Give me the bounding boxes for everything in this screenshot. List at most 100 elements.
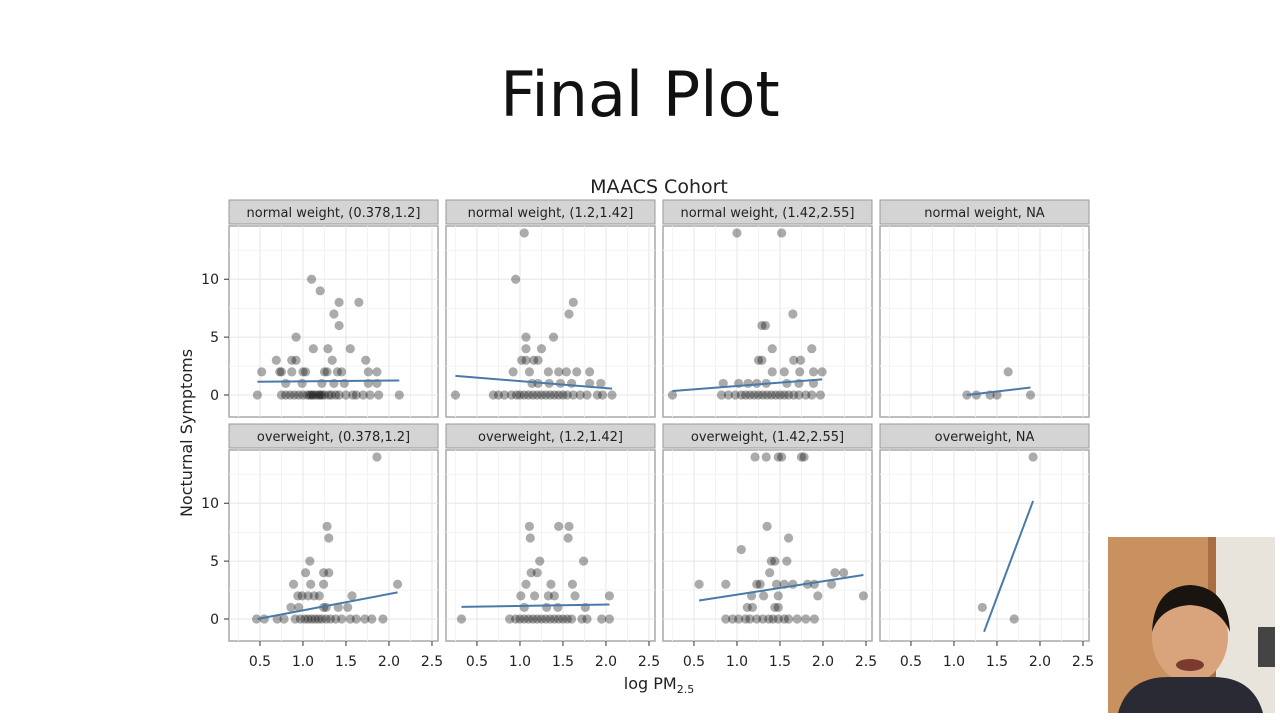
regression-line	[257, 379, 400, 383]
data-point	[276, 367, 287, 377]
data-point	[337, 614, 347, 624]
data-point	[801, 614, 811, 624]
data-point	[813, 591, 823, 601]
data-point	[257, 367, 267, 377]
facet-panel: overweight, (1.2,1.42] 0.5 1.0 1.5 2.0 2.5	[445, 423, 660, 670]
x-tick-label: 1.0	[943, 654, 965, 670]
data-point	[322, 367, 332, 377]
data-point	[558, 614, 568, 624]
facet-strip	[228, 199, 439, 225]
data-point	[554, 390, 564, 400]
data-point	[519, 614, 529, 624]
data-point	[315, 286, 325, 296]
data-point	[764, 614, 774, 624]
data-point	[354, 297, 364, 307]
data-point	[308, 390, 318, 400]
data-point	[302, 390, 312, 400]
x-tick-label: 2.0	[378, 654, 400, 670]
data-point	[252, 390, 262, 400]
panel-background	[662, 449, 873, 642]
data-point	[773, 591, 783, 601]
data-point	[766, 390, 776, 400]
data-point	[372, 367, 382, 377]
data-point	[579, 556, 589, 566]
x-tick-label: 0.5	[249, 654, 271, 670]
data-point	[567, 579, 578, 589]
data-point	[561, 367, 572, 377]
data-point	[562, 390, 572, 400]
panel-background	[445, 225, 656, 418]
facet-strip	[879, 199, 1090, 225]
data-point	[801, 390, 811, 400]
data-point	[293, 591, 303, 601]
data-point	[286, 602, 296, 613]
panel-background	[228, 225, 439, 418]
slide-title: Final Plot	[500, 58, 780, 131]
data-point	[294, 390, 304, 400]
data-point	[782, 556, 792, 566]
x-tick-label: 0.5	[683, 654, 705, 670]
data-point	[770, 602, 780, 613]
data-point	[329, 309, 339, 319]
data-point	[533, 355, 543, 365]
data-point	[305, 556, 315, 566]
data-point	[736, 390, 746, 400]
data-point	[317, 390, 327, 400]
data-point	[734, 614, 744, 624]
data-point	[297, 378, 307, 389]
data-point	[555, 378, 565, 389]
data-point	[289, 390, 299, 400]
data-point	[298, 367, 308, 377]
data-point	[505, 614, 515, 624]
x-tick-label: 1.5	[986, 654, 1008, 670]
data-point	[363, 367, 373, 377]
data-point	[324, 533, 334, 543]
data-point	[771, 579, 782, 589]
regression-line	[966, 386, 1031, 396]
data-point	[799, 452, 809, 462]
data-point	[747, 602, 758, 613]
data-point	[545, 390, 555, 400]
data-point	[773, 452, 783, 462]
data-point	[815, 390, 825, 400]
data-point	[521, 344, 531, 354]
facet-panel: overweight, (1.42,2.55] 0.5 1.0 1.5 2.0 2.5	[662, 423, 877, 670]
data-point	[315, 390, 325, 400]
x-tick-label: 2.0	[812, 654, 834, 670]
data-point	[773, 602, 783, 613]
data-point	[568, 390, 578, 400]
chart-title: MAACS Cohort	[590, 176, 728, 198]
data-point	[575, 390, 585, 400]
data-point	[308, 344, 318, 354]
data-point	[562, 614, 572, 624]
data-point	[303, 614, 313, 624]
data-point	[563, 533, 573, 543]
data-point	[723, 390, 733, 400]
data-point	[541, 614, 551, 624]
data-point	[596, 378, 606, 389]
data-point	[553, 602, 563, 613]
facet-strip	[662, 423, 873, 449]
data-point	[757, 355, 767, 365]
data-point	[597, 390, 608, 400]
data-point	[306, 274, 317, 284]
data-point	[762, 390, 772, 400]
data-point	[765, 568, 775, 578]
data-point	[582, 390, 592, 400]
data-point	[1009, 614, 1019, 624]
data-point	[341, 390, 351, 400]
y-axis-label: Nocturnal Symptoms	[177, 349, 196, 517]
data-point	[506, 390, 516, 400]
y-tick-label: 10	[201, 496, 219, 512]
data-point	[749, 390, 759, 400]
data-point	[730, 390, 740, 400]
data-point	[348, 390, 358, 400]
data-point	[345, 344, 355, 354]
data-point	[1025, 390, 1036, 400]
facet-panel: normal weight, (0.378,1.2] 0 5 10	[201, 199, 439, 418]
data-point	[319, 579, 329, 589]
data-point	[300, 367, 311, 377]
data-point	[585, 367, 595, 377]
data-point	[251, 614, 262, 624]
